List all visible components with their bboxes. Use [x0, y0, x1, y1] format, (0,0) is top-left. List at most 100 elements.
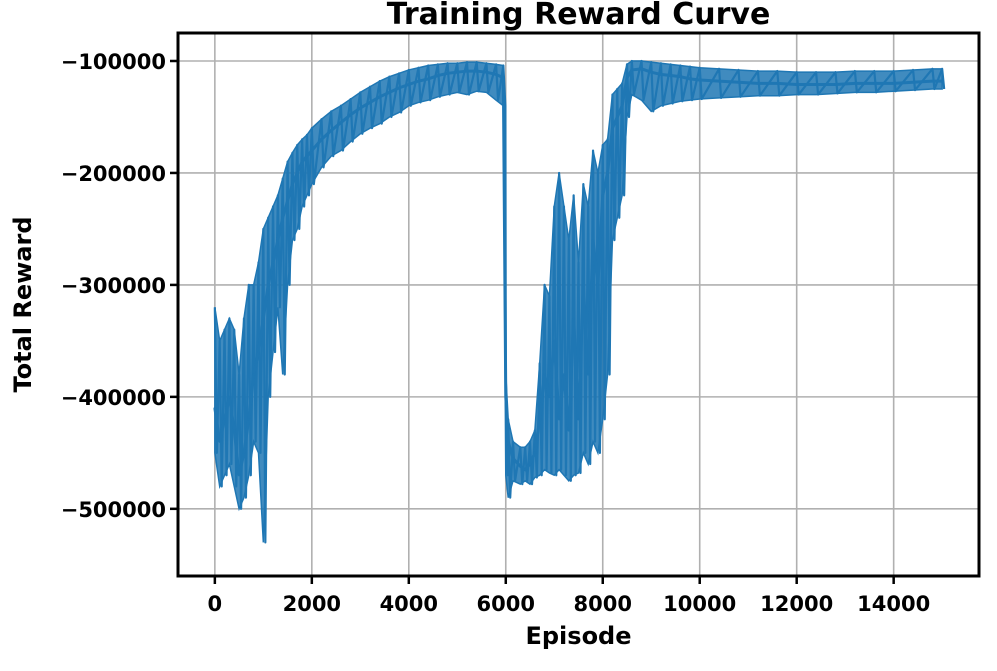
series-point	[814, 83, 818, 86]
series-point	[562, 373, 566, 376]
series-point	[737, 81, 740, 84]
series-point	[611, 126, 614, 130]
series-point	[625, 76, 629, 79]
series-point	[286, 199, 289, 203]
series-point	[228, 395, 231, 399]
series-line	[213, 67, 943, 476]
series-point	[397, 86, 401, 90]
series-point	[679, 75, 682, 78]
series-point	[834, 83, 837, 86]
x-tick-label: 2000	[283, 592, 341, 616]
series-point	[223, 418, 226, 421]
series-point	[620, 104, 624, 107]
series-point	[586, 373, 590, 376]
series-point	[698, 78, 701, 82]
series-point	[601, 194, 604, 197]
y-tick-label: −300000	[61, 274, 166, 298]
x-axis-label: Episode	[525, 622, 631, 650]
series-point	[494, 73, 498, 76]
series-point	[567, 429, 571, 432]
series-point	[688, 77, 692, 81]
series-point	[388, 91, 391, 94]
series-point	[407, 83, 410, 86]
series-point	[548, 395, 551, 399]
series-point	[281, 216, 284, 219]
series-point	[511, 457, 515, 460]
series-point	[669, 74, 672, 77]
x-tick-label: 6000	[477, 592, 535, 616]
series-point	[577, 418, 580, 421]
series-layer	[213, 59, 946, 544]
series-point	[359, 106, 362, 110]
series-point	[213, 406, 217, 410]
series-point	[276, 238, 280, 242]
series-point	[339, 121, 343, 124]
series-point	[502, 76, 505, 79]
series-point	[257, 350, 260, 354]
series-point	[242, 451, 246, 455]
series-point	[456, 70, 459, 74]
series-point	[417, 79, 420, 83]
series-point	[795, 83, 798, 86]
series-point	[506, 440, 510, 443]
series-point	[465, 69, 469, 73]
ticks: 0 2000 4000 6000 8000 10000 12000 14000 −500000 −…	[61, 50, 930, 616]
series-point	[320, 138, 323, 141]
series-point	[271, 261, 275, 264]
series-point	[300, 160, 304, 163]
series-point	[504, 395, 507, 399]
series-point	[596, 283, 600, 287]
y-tick-label: −500000	[61, 498, 166, 522]
series-point	[378, 95, 381, 99]
series-point	[237, 474, 241, 477]
series-point	[310, 149, 314, 152]
series-point	[247, 418, 250, 421]
series-point	[475, 69, 478, 73]
series-point	[485, 70, 488, 74]
plot-frame	[176, 31, 981, 578]
series-point	[266, 283, 270, 287]
series-point	[252, 373, 255, 376]
x-tick-label: 14000	[857, 592, 930, 616]
x-tick-label: 0	[208, 592, 223, 616]
series-point	[519, 465, 522, 468]
series-point	[873, 82, 876, 85]
y-tick-label: −200000	[61, 162, 166, 186]
series-point	[349, 113, 352, 116]
x-tick-label: 10000	[663, 592, 736, 616]
series-point	[616, 115, 619, 119]
series-point	[630, 68, 634, 72]
series-point	[640, 67, 643, 71]
series-point	[553, 339, 556, 343]
series-point	[582, 283, 585, 287]
series-point	[436, 74, 440, 77]
series-point	[368, 101, 372, 104]
series-point	[446, 72, 449, 75]
x-tick-label: 4000	[380, 592, 438, 616]
series-point	[892, 82, 895, 85]
series-point	[330, 129, 333, 132]
series-point	[659, 73, 663, 76]
series-point	[426, 77, 430, 81]
y-tick-label: −400000	[61, 386, 166, 410]
chart-title: Training Reward Curve	[387, 0, 771, 32]
series-point	[305, 154, 309, 158]
series-point	[931, 79, 934, 83]
series-point	[538, 418, 541, 421]
y-axis-label: Total Reward	[9, 216, 37, 392]
series-point	[776, 82, 779, 85]
series-point	[717, 79, 721, 83]
series-point	[533, 451, 537, 455]
series-point	[528, 462, 532, 466]
y-tick-label: −100000	[61, 50, 166, 74]
series-point	[756, 82, 760, 85]
series-point	[543, 373, 546, 376]
series-point	[557, 418, 561, 421]
series-point	[940, 79, 944, 83]
series-point	[523, 468, 527, 471]
series-point	[853, 82, 857, 85]
x-tick-label: 8000	[574, 592, 632, 616]
series-point	[291, 182, 294, 186]
